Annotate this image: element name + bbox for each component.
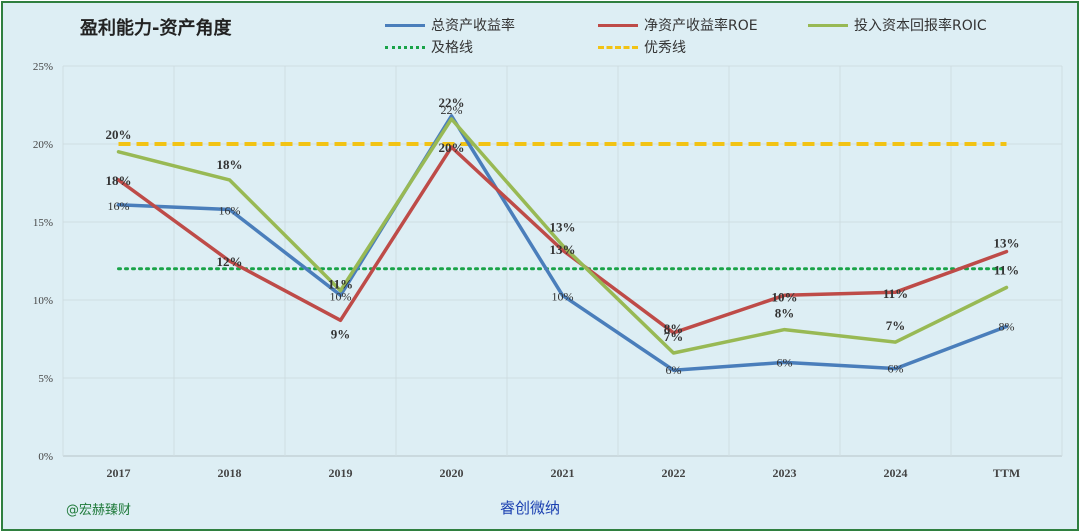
x-tick-label: 2017 xyxy=(107,466,131,480)
legend-label-roic: 投入资本回报率ROIC xyxy=(854,18,987,34)
data-label-s1: 9% xyxy=(331,326,351,341)
data-label-s0: 6% xyxy=(777,355,793,369)
data-label-s2: 13% xyxy=(550,219,576,234)
data-label-s0: 6% xyxy=(666,363,682,377)
data-label-s2: 7% xyxy=(664,329,684,344)
data-label-s2: 7% xyxy=(886,318,906,333)
data-label-s0: 16% xyxy=(219,204,241,218)
y-tick-label: 15% xyxy=(33,217,53,229)
y-tick-label: 25% xyxy=(33,61,53,73)
data-label-s1: 11% xyxy=(883,286,908,301)
data-label-s2: 18% xyxy=(217,157,243,172)
y-tick-label: 20% xyxy=(33,139,53,151)
legend-swatch-excellent-line xyxy=(598,45,638,49)
company-name-watermark: 睿创微纳 xyxy=(500,499,561,517)
data-label-s1: 13% xyxy=(994,236,1020,251)
data-label-s2: 11% xyxy=(994,263,1019,278)
data-label-s1: 12% xyxy=(217,254,243,269)
x-tick-label: 2021 xyxy=(551,466,575,480)
data-label-s0: 10% xyxy=(330,289,352,303)
x-tick-label: 2020 xyxy=(440,466,464,480)
data-label-s1: 8% xyxy=(664,321,684,336)
legend-item-roe: 净资产收益率ROE xyxy=(598,15,758,35)
data-label-s0: 6% xyxy=(888,362,904,376)
legend-item-roic: 投入资本回报率ROIC xyxy=(808,15,987,35)
legend-swatch-roe xyxy=(598,23,638,27)
data-label-s1: 10% xyxy=(772,289,798,304)
data-label-s1: 18% xyxy=(106,173,132,188)
legend-item-pass-line: 及格线 xyxy=(385,37,473,57)
data-label-s2: 22% xyxy=(439,95,465,110)
y-tick-label: 10% xyxy=(33,295,53,307)
data-label-s0: 10% xyxy=(552,289,574,303)
author-watermark: @宏赫臻财 xyxy=(66,503,132,518)
data-label-s2: 11% xyxy=(328,277,353,292)
chart-title: 盈利能力-资产角度 xyxy=(80,18,232,39)
y-tick-label: 5% xyxy=(38,373,53,385)
series-line-2 xyxy=(116,117,1009,355)
x-tick-label: TTM xyxy=(993,466,1020,480)
legend-label-pass-line: 及格线 xyxy=(431,40,473,56)
data-label-s2: 8% xyxy=(775,306,795,321)
legend-label-roe: 净资产收益率ROE xyxy=(644,18,758,34)
legend-label-roa: 总资产收益率 xyxy=(431,18,515,34)
legend-swatch-pass-line xyxy=(385,45,425,49)
data-label-s0: 16% xyxy=(108,199,130,213)
x-tick-label: 2024 xyxy=(884,466,908,480)
data-label-s0: 8% xyxy=(999,320,1015,334)
legend-swatch-roa xyxy=(385,23,425,27)
data-label-s2: 20% xyxy=(106,127,132,142)
legend-label-excellent-line: 优秀线 xyxy=(644,40,686,56)
x-tick-label: 2019 xyxy=(329,466,353,480)
x-tick-label: 2018 xyxy=(218,466,242,480)
legend-item-excellent-line: 优秀线 xyxy=(598,37,686,57)
x-tick-label: 2023 xyxy=(773,466,797,480)
data-label-s0: 22% xyxy=(441,103,463,117)
series-line-1 xyxy=(116,145,1009,335)
legend-item-roa: 总资产收益率 xyxy=(385,15,515,35)
data-label-s1: 13% xyxy=(550,242,576,257)
data-label-s1: 20% xyxy=(439,140,465,155)
x-tick-label: 2022 xyxy=(662,466,686,480)
series-line-0 xyxy=(116,114,1009,372)
y-tick-label: 0% xyxy=(38,451,53,463)
legend-swatch-roic xyxy=(808,23,848,27)
